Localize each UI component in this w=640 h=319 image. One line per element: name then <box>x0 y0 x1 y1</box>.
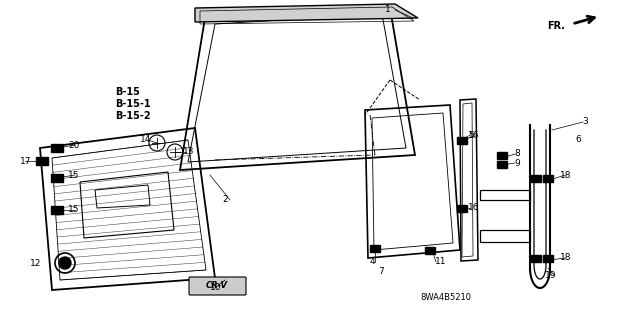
Bar <box>36 157 48 165</box>
Text: CR-V: CR-V <box>206 281 228 291</box>
Bar <box>543 174 553 182</box>
Text: B-15: B-15 <box>115 87 140 97</box>
Text: 9: 9 <box>514 159 520 167</box>
Circle shape <box>59 257 71 269</box>
Text: 14: 14 <box>140 136 152 145</box>
Text: 15: 15 <box>68 170 79 180</box>
Text: FR.: FR. <box>547 21 565 31</box>
Bar <box>51 144 63 152</box>
Text: 16: 16 <box>468 130 479 139</box>
Text: 18: 18 <box>560 254 572 263</box>
Text: 20: 20 <box>68 140 79 150</box>
Text: 2: 2 <box>222 196 228 204</box>
Text: 3: 3 <box>582 117 588 127</box>
Text: 8: 8 <box>514 150 520 159</box>
Bar <box>370 244 380 251</box>
Text: 8WA4B5210: 8WA4B5210 <box>420 293 471 302</box>
Text: 5: 5 <box>468 131 474 140</box>
Bar <box>531 174 541 182</box>
Text: 12: 12 <box>30 258 42 268</box>
Bar <box>51 174 63 182</box>
Bar <box>457 204 467 211</box>
Text: 10: 10 <box>210 284 221 293</box>
Bar <box>531 255 541 262</box>
Bar <box>425 247 435 254</box>
Text: B-15-1: B-15-1 <box>115 99 150 109</box>
Bar <box>51 206 63 214</box>
FancyBboxPatch shape <box>189 277 246 295</box>
Text: 1: 1 <box>385 5 391 14</box>
Text: 18: 18 <box>560 170 572 180</box>
Text: 15: 15 <box>68 205 79 214</box>
Bar <box>457 137 467 144</box>
Text: B-15-2: B-15-2 <box>115 111 150 121</box>
Text: 16: 16 <box>468 204 479 212</box>
Text: 11: 11 <box>435 257 447 266</box>
Text: 7: 7 <box>378 268 384 277</box>
Text: 6: 6 <box>575 136 580 145</box>
Bar <box>543 255 553 262</box>
Text: 4: 4 <box>370 257 376 266</box>
Bar <box>497 152 507 159</box>
Polygon shape <box>195 4 418 22</box>
Text: 17: 17 <box>20 157 31 166</box>
Text: 13: 13 <box>183 147 195 157</box>
Text: 19: 19 <box>545 271 557 280</box>
Bar <box>497 160 507 167</box>
